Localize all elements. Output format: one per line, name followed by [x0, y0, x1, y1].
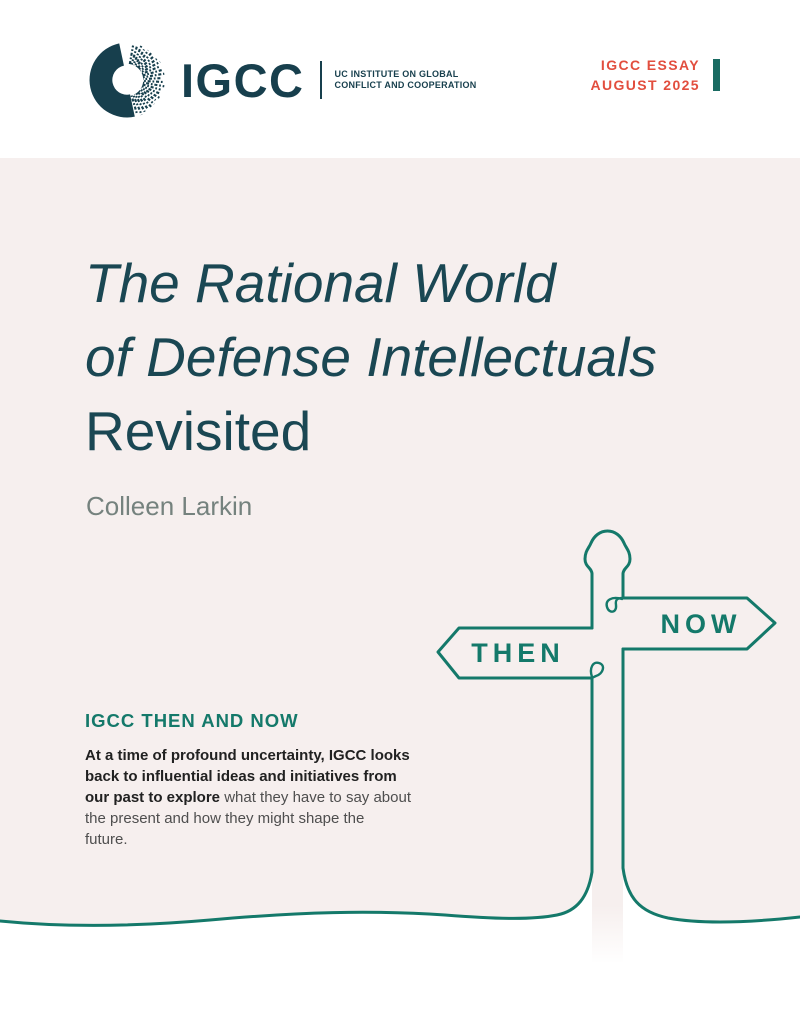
title-line-2: of Defense Intellectuals: [85, 326, 657, 388]
igcc-burst-icon: [89, 43, 165, 118]
institute-name: UC INSTITUTE ON GLOBAL CONFLICT AND COOP…: [335, 69, 477, 92]
essay-label-date: AUGUST 2025: [590, 77, 700, 93]
header: IGCC UC INSTITUTE ON GLOBAL CONFLICT AND…: [0, 0, 800, 158]
title-line-1: The Rational World: [85, 252, 556, 314]
author-name: Colleen Larkin: [86, 491, 253, 521]
logo-divider: [319, 61, 322, 99]
essay-title: The Rational World of Defense Intellectu…: [85, 246, 657, 468]
essay-label-bar: [713, 59, 720, 91]
igcc-logo: IGCC UC INSTITUTE ON GLOBAL CONFLICT AND…: [88, 41, 477, 119]
title-line-3: Revisited: [85, 400, 312, 462]
series-blurb: IGCC THEN AND NOW At a time of profound …: [85, 710, 411, 850]
essay-label: IGCC ESSAY AUGUST 2025: [590, 55, 720, 95]
essay-label-type: IGCC ESSAY: [600, 57, 700, 73]
series-heading: IGCC THEN AND NOW: [85, 710, 299, 731]
institute-name-line2: CONFLICT AND COOPERATION: [334, 80, 477, 90]
igcc-logotype: IGCC: [181, 53, 305, 107]
institute-name-line1: UC INSTITUTE ON GLOBAL: [334, 68, 459, 79]
series-description: At a time of profound uncertainty, IGCC …: [85, 745, 411, 850]
